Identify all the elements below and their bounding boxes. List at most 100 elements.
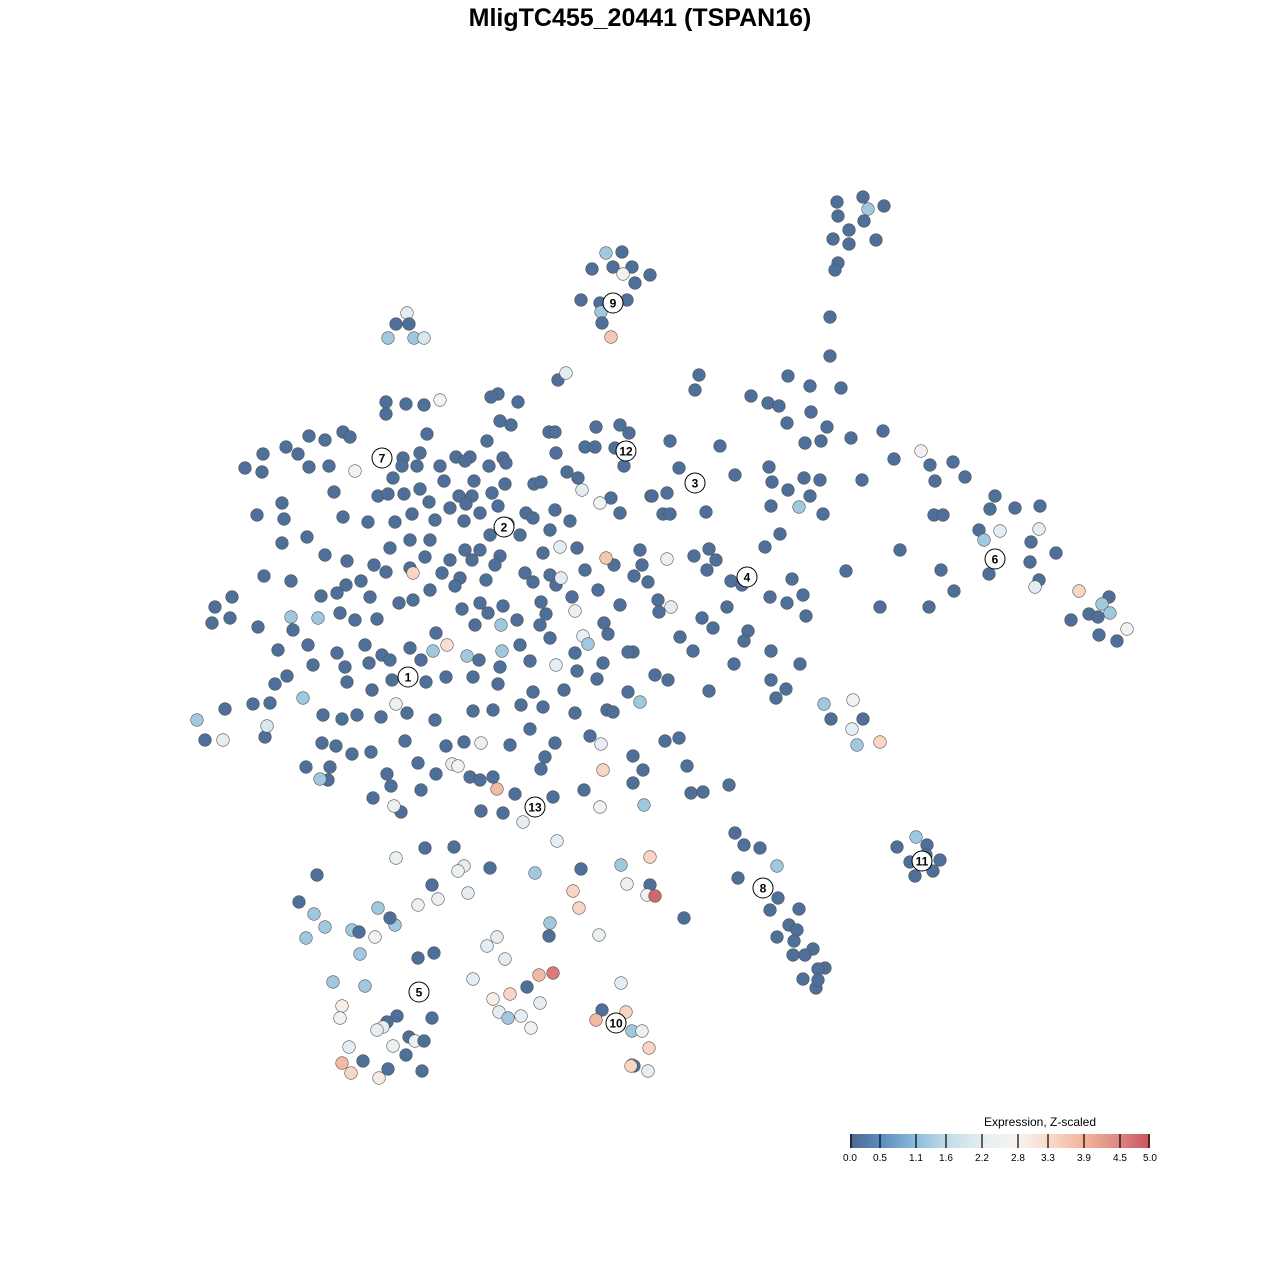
data-point [684,786,698,800]
data-point [216,733,230,747]
data-point [403,641,417,655]
data-point [625,260,639,274]
data-point [589,1013,603,1027]
data-point [406,593,420,607]
data-point [474,804,488,818]
data-point [923,458,937,472]
data-point [781,483,795,497]
data-point [405,507,419,521]
data-point [790,923,804,937]
data-point [781,369,795,383]
data-point [548,425,562,439]
data-point [595,316,609,330]
data-point [887,452,901,466]
data-point [428,513,442,527]
data-point [413,482,427,496]
data-point [277,512,291,526]
data-point [764,499,778,513]
data-point [635,558,649,572]
cluster-label-text: 5 [416,986,423,1000]
legend-title: Expression, Z-scaled [983,1115,1097,1129]
data-point [268,677,282,691]
data-point [513,528,527,542]
data-point [643,268,657,282]
legend-tick-label: 0.5 [873,1153,887,1164]
data-point [621,685,635,699]
data-point [329,739,343,753]
data-point [263,696,277,710]
data-point [364,745,378,759]
data-point [696,785,710,799]
data-point [429,767,443,781]
data-point [928,474,942,488]
data-point [415,1064,429,1078]
data-point [615,245,629,259]
data-point [702,684,716,698]
data-point [614,976,628,990]
data-point [411,951,425,965]
data-point [431,892,445,906]
data-point [510,613,524,627]
data-point [343,430,357,444]
data-point [617,459,631,473]
data-point [553,540,567,554]
data-point [422,495,436,509]
data-point [490,782,504,796]
data-point [700,563,714,577]
data-point [1110,634,1124,648]
data-point [626,749,640,763]
data-point [250,508,264,522]
data-point [869,233,883,247]
data-point [548,736,562,750]
data-point [480,434,494,448]
data-point [292,895,306,909]
data-point [333,1011,347,1025]
data-point [514,1009,528,1023]
data-point [534,762,548,776]
data-point [426,644,440,658]
data-point [482,459,496,473]
data-point [947,584,961,598]
data-point [589,420,603,434]
data-point [814,434,828,448]
data-point [451,759,465,773]
data-point [601,627,615,641]
data-point [402,317,416,331]
data-point [648,889,662,903]
data-point [397,487,411,501]
data-point [246,697,260,711]
data-point [284,610,298,624]
data-point [764,673,778,687]
cluster-label-text: 6 [992,553,999,567]
data-point [257,569,271,583]
cluster-label-6: 6 [984,548,1006,570]
data-point [371,901,385,915]
data-point [568,604,582,618]
data-point [543,631,557,645]
data-point [365,683,379,697]
data-point [613,598,627,612]
data-point [585,262,599,276]
data-point [593,496,607,510]
data-point [731,871,745,885]
data-point [398,734,412,748]
data-point [672,731,686,745]
data-point [440,638,454,652]
data-point [677,911,691,925]
data-point [722,778,736,792]
cluster-label-text: 11 [916,855,929,869]
data-point [597,616,611,630]
cluster-label-text: 9 [610,297,617,311]
data-point [486,703,500,717]
data-point [466,670,480,684]
data-point [318,433,332,447]
data-point [724,574,738,588]
data-point [772,399,786,413]
data-point [379,407,393,421]
data-point [652,605,666,619]
data-point [606,705,620,719]
data-point [803,379,817,393]
data-point [780,416,794,430]
data-point [613,418,627,432]
